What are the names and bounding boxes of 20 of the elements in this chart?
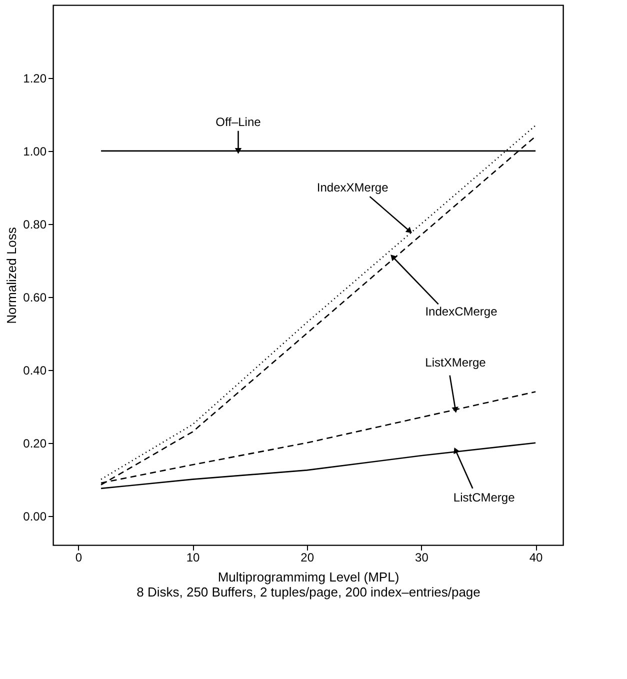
y-tick-label: 1.00 <box>23 144 47 158</box>
x-tick-label: 30 <box>415 550 429 564</box>
y-tick-label: 0.00 <box>23 509 47 524</box>
x-tick-label: 0 <box>75 550 82 564</box>
y-axis-title: Normalized Loss <box>4 226 20 324</box>
annotation: IndexXMerge <box>316 180 389 194</box>
annotation: ListXMerge <box>425 356 486 370</box>
y-tick-label: 0.40 <box>23 363 47 378</box>
annotation: Off–Line <box>216 114 262 129</box>
annotation: IndexCMerge <box>425 304 498 318</box>
y-tick-label: 1.20 <box>23 71 47 86</box>
text: 8 Disks, 250 Buffers, 2 tuples/page, 200 index–entries/page <box>136 584 480 600</box>
y-tick-label: 0.20 <box>23 436 47 450</box>
y-tick-label: 0.60 <box>23 290 47 304</box>
x-tick-label: 10 <box>186 550 200 564</box>
x-axis-title: Multiprogrammimg Level (MPL) <box>218 570 400 584</box>
y-tick-label: 0.80 <box>23 217 47 232</box>
x-tick-label: 40 <box>529 550 544 564</box>
x-tick-label: 20 <box>300 550 314 564</box>
annotation: ListCMerge <box>453 490 516 505</box>
